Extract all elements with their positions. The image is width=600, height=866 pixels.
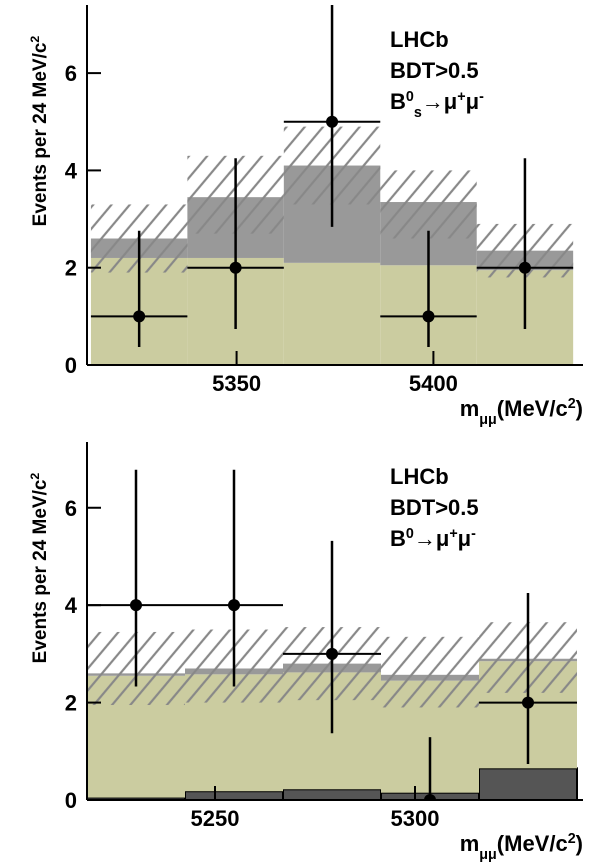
text-part: 2	[568, 831, 576, 847]
plot-area	[87, 469, 578, 800]
y-tick-label: 2	[65, 691, 77, 716]
histogram-bar	[478, 767, 578, 800]
annotation: LHCb	[390, 27, 449, 52]
data-point	[228, 599, 240, 612]
data-point	[130, 599, 142, 612]
data-point	[229, 261, 242, 274]
text-part: →μ	[422, 89, 457, 114]
y-tick-label: 4	[65, 593, 78, 618]
decay-label: B0→μ+μ-	[390, 526, 476, 551]
data-point	[522, 696, 534, 709]
histogram-bar	[184, 790, 284, 800]
data-point	[518, 261, 531, 274]
text-part: B	[390, 89, 406, 114]
text-part: m	[460, 396, 480, 421]
text-part: (MeV/c	[497, 831, 568, 856]
x-tick-label: 5250	[191, 806, 240, 831]
decay-label: B0s→μ+μ-	[390, 89, 484, 121]
x-tick-label: 5400	[409, 371, 458, 396]
text-part: -	[479, 89, 484, 105]
text-part: (MeV/c	[497, 396, 568, 421]
annotation: BDT>0.5	[390, 58, 479, 83]
data-point	[422, 310, 435, 323]
y-tick-label: 4	[65, 158, 78, 183]
x-axis-label: mμμ(MeV/c2)	[460, 831, 583, 863]
data-point	[424, 794, 436, 800]
y-tick-label: 2	[65, 256, 77, 281]
text-part: →μ	[414, 526, 449, 551]
y-tick-label: 6	[65, 496, 77, 521]
text-part: 2	[28, 473, 42, 480]
text-part: B	[390, 526, 406, 551]
text-part: +	[457, 89, 465, 105]
x-tick-label: 5350	[212, 371, 261, 396]
text-part: 0	[406, 89, 414, 105]
text-part: μ	[458, 526, 471, 551]
plot-area	[90, 5, 574, 365]
y-tick-label: 6	[65, 61, 77, 86]
x-tick-label: 5300	[391, 806, 440, 831]
data-point	[326, 115, 339, 128]
data-point	[133, 310, 146, 323]
text-part: μμ	[479, 412, 497, 428]
text-part: )	[576, 396, 583, 421]
x-axis-label: mμμ(MeV/c2)	[460, 396, 583, 428]
text-part: s	[414, 105, 422, 121]
annotation: BDT>0.5	[390, 495, 479, 520]
text-part: 2	[28, 36, 42, 43]
text-part: -	[471, 526, 476, 542]
data-point	[326, 647, 338, 660]
text-part: 2	[568, 396, 576, 412]
y-tick-label: 0	[65, 788, 77, 813]
y-axis-label: Events per 24 MeV/c2	[28, 473, 51, 664]
text-part: μ	[466, 89, 479, 114]
histogram-bar	[283, 262, 381, 365]
text-part: Events per 24 MeV/c	[30, 42, 51, 226]
text-part: μμ	[479, 847, 497, 863]
uncertainty-band	[381, 636, 479, 708]
y-axis-label: Events per 24 MeV/c2	[28, 36, 51, 227]
annotation: LHCb	[390, 464, 449, 489]
text-part: )	[576, 831, 583, 856]
uncertainty-band	[380, 170, 477, 239]
histogram-bar	[282, 788, 382, 800]
text-part: m	[460, 831, 480, 856]
text-part: Events per 24 MeV/c	[30, 479, 51, 663]
text-part: +	[449, 526, 457, 542]
y-tick-label: 0	[65, 353, 77, 378]
text-part: 0	[406, 526, 414, 542]
